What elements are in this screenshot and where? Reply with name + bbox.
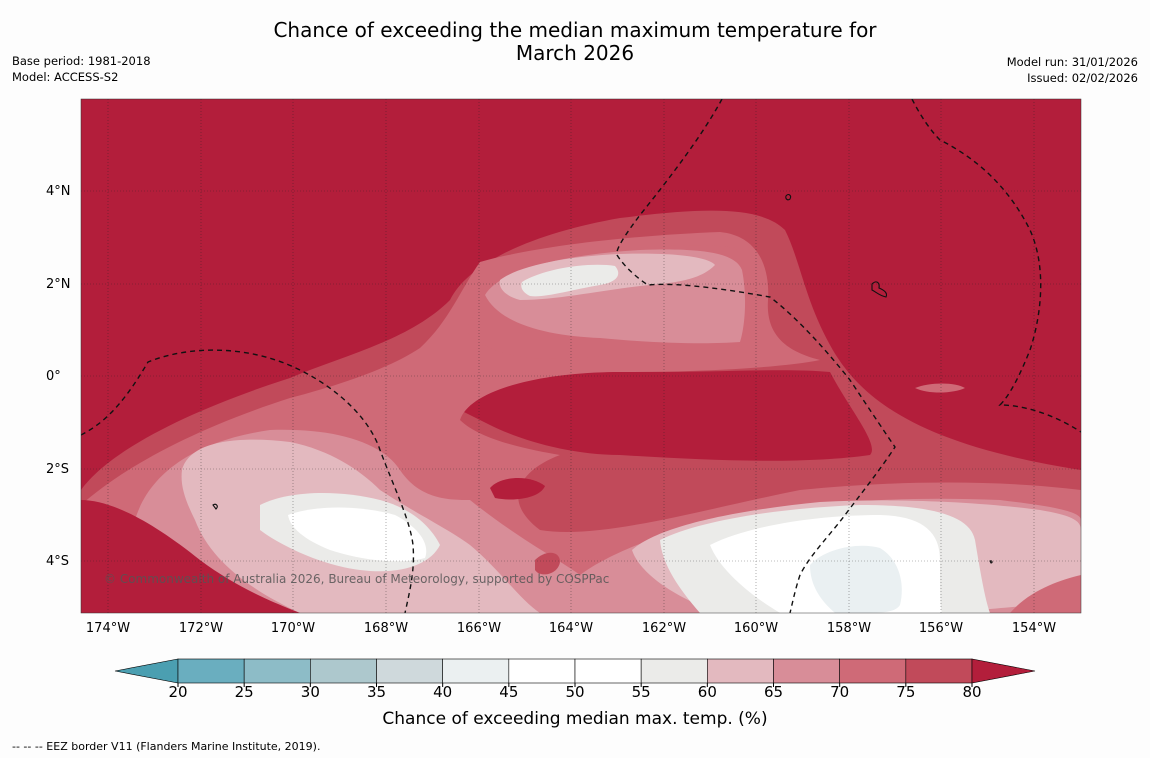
colorbar-tick-label: 55 (631, 683, 651, 701)
colorbar-tick-label: 60 (697, 683, 717, 701)
model-run: Model run: 31/01/2026 (1006, 55, 1138, 69)
colorbar-tick-label: 65 (763, 683, 784, 701)
meta-right: Model run: 31/01/2026 Issued: 02/02/2026 (1007, 55, 1138, 86)
colorbar-segment (442, 658, 510, 684)
colorbar-tick-label: 45 (499, 683, 519, 701)
longitude-label: 160°W (733, 621, 779, 636)
longitude-label: 162°W (641, 621, 687, 636)
longitude-label: 156°W (918, 621, 964, 636)
colorbar-tick-label: 35 (366, 683, 387, 701)
colorbar-segment (574, 658, 642, 684)
latitude-label: 2°N (46, 277, 71, 292)
colorbar-tick-label: 25 (234, 683, 254, 701)
eez-legend-note: -- -- -- EEZ border V11 (Flanders Marine… (12, 740, 321, 753)
contour-south-patch (535, 552, 560, 575)
longitude-label: 168°W (363, 621, 409, 636)
contour-mid-patch (490, 477, 545, 500)
contour-50-55 (288, 507, 427, 562)
longitude-label: 172°W (178, 621, 224, 636)
colorbar-segment (310, 658, 377, 684)
title-line-1: Chance of exceeding the median maximum t… (273, 18, 877, 42)
colorbar-segment (177, 658, 245, 684)
colorbar-segment (508, 658, 576, 684)
contour-se-corner (1010, 575, 1081, 613)
colorbar-tick-label: 30 (300, 683, 320, 701)
colorbar-tick-label: 20 (168, 683, 188, 701)
contour-40-45 (810, 545, 902, 613)
eez-borders (81, 99, 1081, 613)
issued-date: Issued: 02/02/2026 (1027, 70, 1138, 85)
colorbar-title: Chance of exceeding median max. temp. (%… (382, 709, 768, 729)
latitude-label: 4°S (46, 554, 70, 569)
longitude-label: 170°W (270, 621, 316, 636)
colorbar-high-extension (971, 658, 1036, 684)
colorbar-segment (839, 658, 907, 684)
colorbar-segment (773, 658, 840, 684)
meta-left: Base period: 1981-2018 Model: ACCESS-S2 (12, 54, 151, 85)
model-name: Model: ACCESS-S2 (12, 69, 119, 84)
chart-title: Chance of exceeding the median maximum t… (0, 19, 1150, 65)
longitude-label: 174°W (85, 621, 131, 636)
latitude-label: 2°S (46, 462, 70, 477)
contour-80-pocket (460, 370, 872, 461)
colorbar-segment (376, 658, 443, 684)
map-frame (80, 98, 1082, 614)
colorbar-tick-label: 50 (565, 683, 585, 701)
contour-sw-corner (81, 500, 300, 613)
colorbar-tick-label: 75 (896, 683, 916, 701)
colorbar-segment (707, 658, 774, 684)
longitude-label: 158°W (826, 621, 872, 636)
longitude-label: 164°W (548, 621, 594, 636)
colorbar-segment (905, 658, 973, 684)
colorbar-segment (243, 658, 311, 684)
colorbar-tick-label: 70 (830, 683, 850, 701)
colorbar-tick-label: 80 (962, 683, 982, 701)
contour-55-north (521, 264, 619, 297)
latitude-label: 0° (46, 369, 61, 384)
colorbar-segment (640, 658, 708, 684)
longitude-label: 154°W (1011, 621, 1057, 636)
colorbar-tick-label: 40 (433, 683, 453, 701)
title-line-2: March 2026 (515, 41, 635, 65)
longitude-label: 166°W (456, 621, 502, 636)
latitude-label: 4°N (46, 184, 71, 199)
colorbar (114, 658, 1036, 687)
colorbar-low-extension (114, 658, 179, 684)
contour-east-patch (915, 383, 965, 393)
copyright-notice: © Commonwealth of Australia 2026, Bureau… (104, 572, 610, 586)
islands (212, 194, 993, 564)
base-period: Base period: 1981-2018 (12, 54, 151, 68)
